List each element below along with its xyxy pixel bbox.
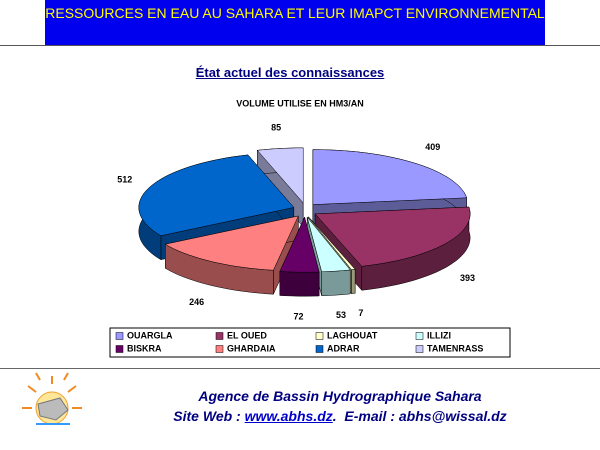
data-label: 246 (189, 297, 204, 307)
data-label: 512 (117, 175, 132, 185)
legend-swatch (215, 345, 224, 353)
data-label: 72 (294, 311, 304, 321)
slice-side (279, 271, 320, 297)
legend-label: OUARGLA (127, 330, 173, 340)
slice (314, 206, 471, 267)
data-label: 409 (425, 142, 440, 152)
legend-swatch (415, 345, 424, 353)
slice-side (351, 269, 356, 294)
subtitle: État actuel des connaissances (195, 65, 385, 80)
slice (256, 147, 304, 204)
legend-swatch (315, 332, 324, 340)
header-title: RESSOURCES EN EAU AU SAHARA ET LEUR IMAP… (45, 0, 545, 45)
contact: Site Web : www.abhs.dz. E-mail : abhs@wi… (110, 408, 570, 424)
divider (0, 368, 600, 369)
web-link[interactable]: www.abhs.dz (244, 408, 333, 424)
legend-swatch (415, 332, 424, 340)
agency: Agence de Bassin Hydrographique Sahara (198, 388, 482, 404)
data-label: 53 (336, 310, 346, 320)
divider (0, 45, 600, 46)
slice (308, 216, 356, 270)
legend-label: TAMENRASS (427, 343, 483, 353)
logo (22, 372, 82, 425)
email: . E-mail : abhs@wissal.dz (332, 408, 507, 424)
data-label: 393 (460, 273, 475, 283)
slice (279, 216, 320, 273)
legend-label: GHARDAIA (227, 343, 276, 353)
legend-swatch (315, 345, 324, 353)
data-label: 7 (358, 308, 363, 318)
legend-label: LAGHOUAT (327, 330, 378, 340)
legend-swatch (215, 332, 224, 340)
legend-label: BISKRA (127, 343, 162, 353)
legend-box (109, 327, 511, 358)
legend-swatch (115, 345, 124, 353)
data-label: 85 (271, 122, 281, 132)
slice (138, 154, 295, 236)
legend-label: EL OUED (227, 330, 267, 340)
slice (164, 215, 299, 271)
chart-title: VOLUME UTILISE EN HM3/AN (236, 98, 364, 108)
slice (306, 216, 351, 273)
slice-side (321, 269, 351, 297)
legend-label: ILLIZI (427, 330, 451, 340)
legend-label: ADRAR (327, 343, 360, 353)
slice (312, 149, 468, 205)
web-label: Site Web : (173, 408, 245, 424)
legend-swatch (115, 332, 124, 340)
